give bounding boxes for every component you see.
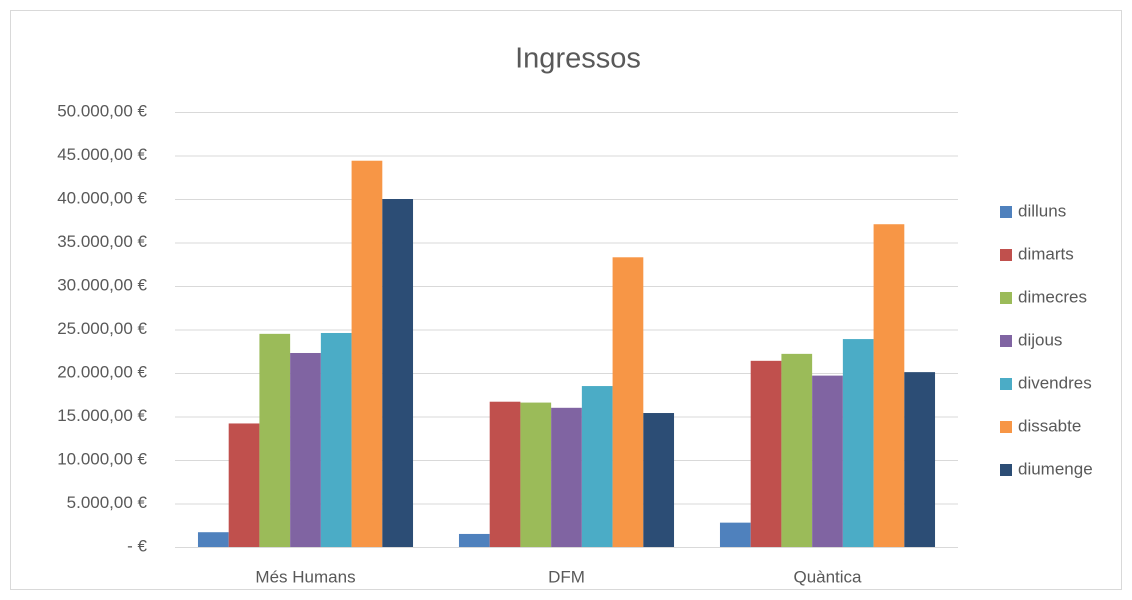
bar: [904, 372, 936, 547]
legend-label: dimecres: [1018, 287, 1087, 306]
bar: [612, 257, 644, 547]
y-tick-label: - €: [127, 536, 147, 555]
y-tick-label: 30.000,00 €: [57, 275, 147, 294]
y-tick-label: 15.000,00 €: [57, 406, 147, 425]
legend-swatch: [1000, 378, 1012, 390]
legend-swatch: [1000, 249, 1012, 261]
bar: [781, 353, 813, 547]
y-tick-label: 25.000,00 €: [57, 319, 147, 338]
y-tick-label: 10.000,00 €: [57, 449, 147, 468]
legend-label: dijous: [1018, 330, 1062, 349]
y-tick-label: 35.000,00 €: [57, 232, 147, 251]
y-tick-label: 40.000,00 €: [57, 188, 147, 207]
bar: [873, 224, 905, 548]
bar: [581, 386, 613, 547]
bar: [458, 533, 490, 547]
bar: [290, 352, 321, 547]
bar: [259, 333, 291, 547]
bar: [489, 401, 521, 547]
legend-label: dilluns: [1018, 201, 1066, 220]
bar: [643, 413, 675, 547]
bar: [719, 522, 751, 547]
bar: [320, 332, 352, 547]
bar: [382, 199, 414, 547]
x-tick-label: Quàntica: [793, 567, 862, 586]
x-tick-label: Més Humans: [255, 567, 355, 586]
legend-label: divendres: [1018, 373, 1092, 392]
y-tick-label: 45.000,00 €: [57, 145, 147, 164]
legend-swatch: [1000, 464, 1012, 476]
bar: [842, 339, 874, 547]
legend-swatch: [1000, 421, 1012, 433]
legend-swatch: [1000, 292, 1012, 304]
bar: [812, 375, 843, 547]
y-tick-label: 50.000,00 €: [57, 101, 147, 120]
chart-title: Ingressos: [515, 43, 641, 75]
legend-swatch: [1000, 335, 1012, 347]
legend-label: dissabte: [1018, 416, 1081, 435]
bar: [228, 423, 260, 547]
legend-label: dimarts: [1018, 244, 1074, 263]
y-tick-label: 20.000,00 €: [57, 362, 147, 381]
y-tick-label: 5.000,00 €: [67, 493, 148, 512]
bar: [551, 407, 582, 547]
bar: [750, 360, 782, 547]
legend-swatch: [1000, 206, 1012, 218]
bar: [351, 160, 383, 547]
x-tick-label: DFM: [548, 567, 585, 586]
legend-label: diumenge: [1018, 459, 1093, 478]
bar: [520, 402, 552, 547]
bar: [197, 532, 229, 547]
